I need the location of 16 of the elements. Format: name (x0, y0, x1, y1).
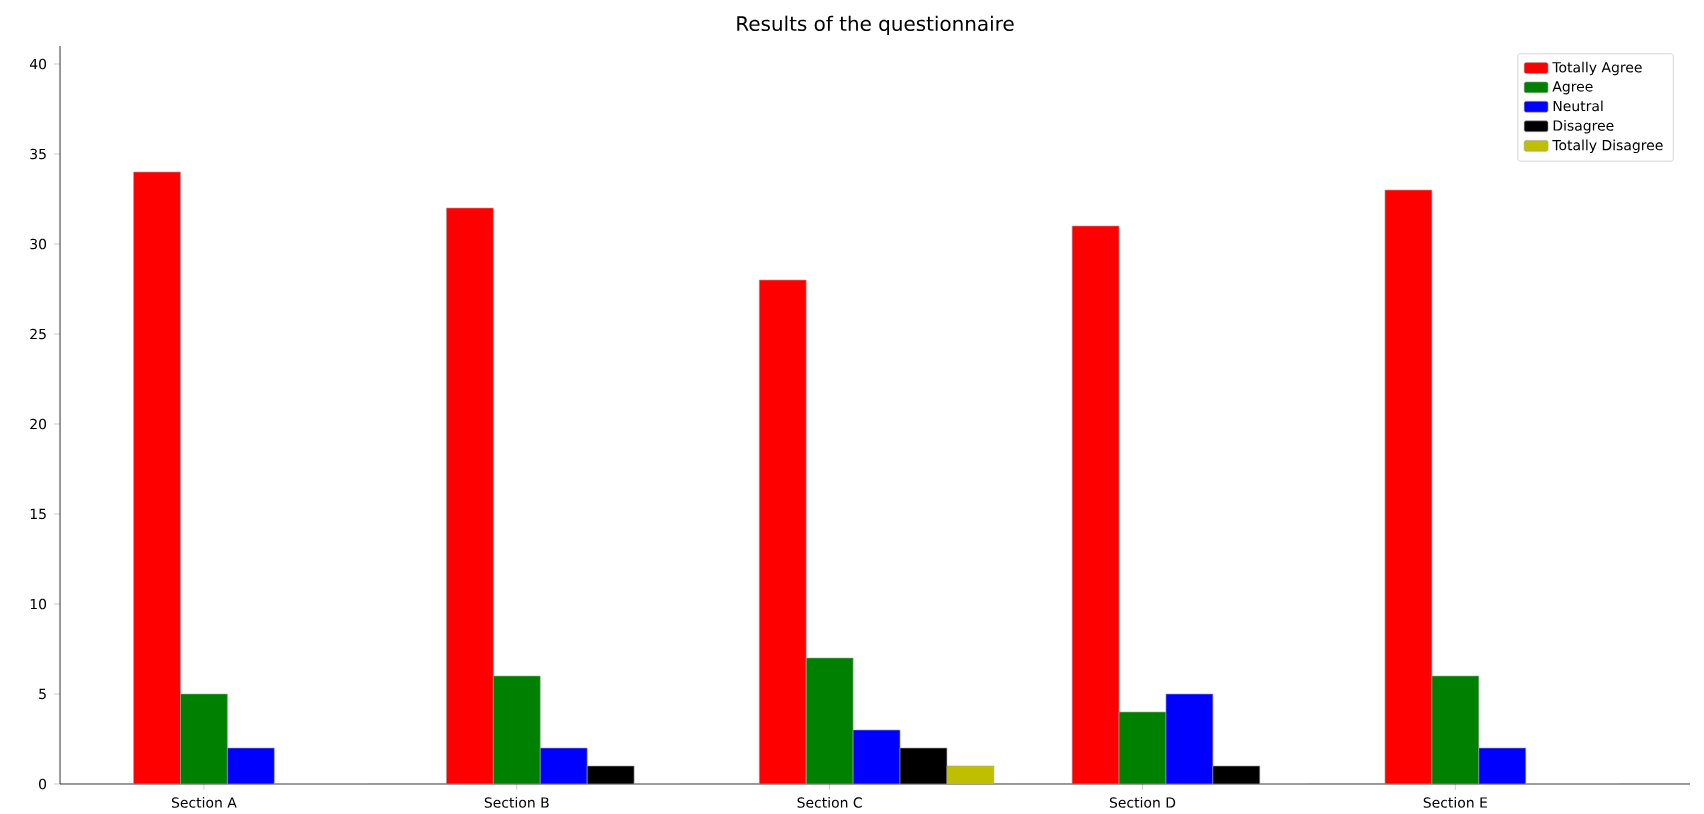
bar (1431, 675, 1480, 784)
bar (758, 279, 807, 784)
bar (493, 675, 541, 784)
bar (539, 747, 588, 784)
bar (1071, 225, 1120, 784)
bar (1384, 189, 1433, 784)
bar (446, 207, 494, 784)
bar (1118, 711, 1167, 784)
bar (1165, 693, 1214, 784)
bar (805, 657, 854, 784)
bar (852, 729, 901, 784)
bar (1478, 747, 1527, 784)
bar (180, 693, 228, 784)
chart-title: Results of the questionnaire (737, 15, 1014, 35)
bar (133, 171, 181, 784)
bar (227, 747, 275, 784)
